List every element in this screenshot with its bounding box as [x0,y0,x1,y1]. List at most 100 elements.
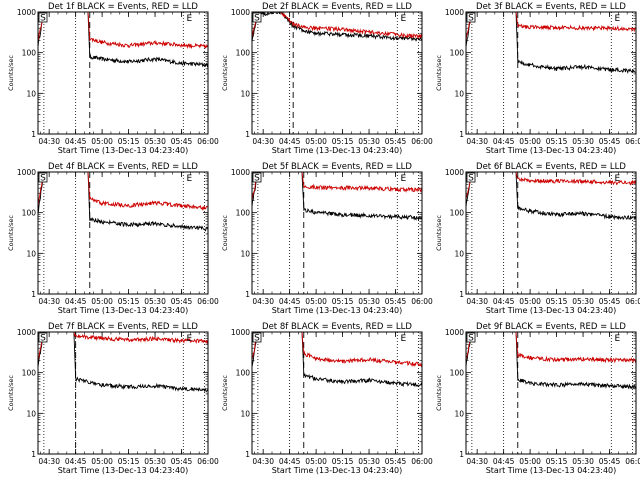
x-axis-label: Start Time (13-Dec-13 04:23:40) [58,306,189,315]
y-axis-label: Counts/sec [7,215,15,251]
x-axis-label: Start Time (13-Dec-13 04:23:40) [272,306,403,315]
y-tick-label: 1000 [17,8,36,17]
chart-title: Det 4f BLACK = Events, RED = LLD [48,162,198,172]
y-tick-label: 100 [450,369,465,378]
x-tick-label: 04:30 [466,137,488,146]
y-tick-label: 1000 [231,328,250,337]
plot-area [466,172,636,221]
y-tick-label: 100 [236,369,251,378]
plot-area [38,12,208,68]
x-tick-label: 05:15 [118,457,140,466]
series-line-lld [38,332,208,361]
start-marker-label: S [40,174,46,184]
y-tick-label: 1000 [17,328,36,337]
x-axis-label: Start Time (13-Dec-13 04:23:40) [486,146,617,155]
x-tick-label: 05:15 [546,137,568,146]
plot-frame [37,171,209,295]
x-tick-label: 05:30 [572,457,594,466]
y-tick-label: 10 [240,89,250,98]
y-tick-label: 1 [31,450,36,459]
x-tick-label: 05:30 [358,297,380,306]
y-tick-label: 1000 [231,8,250,17]
y-tick-label: 100 [22,369,37,378]
plot-frame [465,11,637,135]
x-tick-label: 05:30 [144,137,166,146]
y-axis-label: Counts/sec [7,375,15,411]
series-line-events [466,12,636,74]
y-axis-label: Counts/sec [435,55,443,91]
y-tick-label: 10 [454,249,464,258]
plot-area [252,12,422,43]
x-axis-label: Start Time (13-Dec-13 04:23:40) [486,306,617,315]
x-tick-label: 05:45 [599,137,621,146]
chart-panel-9: Det 9f BLACK = Events, RED = LLD 1 10 100 10… [435,322,640,475]
start-marker-box [252,172,262,183]
x-tick-label: 05:45 [171,457,193,466]
y-tick-label: 1 [245,130,250,139]
end-marker-label: E [614,174,620,184]
chart-title: Det 9f BLACK = Events, RED = LLD [476,322,626,332]
x-tick-label: 06:00 [197,137,219,146]
chart-panel-5: Det 5f BLACK = Events, RED = LLD 1 10 100 10… [221,162,433,315]
plot-frame [251,11,423,135]
series-line-lld [38,172,208,211]
y-tick-label: 1 [459,130,464,139]
x-tick-label: 05:45 [599,297,621,306]
x-tick-label: 04:45 [279,137,301,146]
series-line-lld [466,332,636,364]
y-tick-label: 100 [450,209,465,218]
end-marker-label: E [186,14,192,24]
series-line-lld [466,172,636,199]
x-tick-label: 06:00 [411,137,433,146]
start-marker-box [38,12,48,23]
y-axis-label: Counts/sec [221,375,229,411]
x-tick-label: 05:30 [572,137,594,146]
x-tick-label: 04:45 [493,137,515,146]
x-tick-label: 05:00 [519,137,541,146]
y-tick-label: 1000 [445,8,464,17]
x-axis-label: Start Time (13-Dec-13 04:23:40) [272,146,403,155]
end-marker-label: E [400,174,406,184]
plot-area [466,12,636,74]
end-marker-label: E [614,334,620,344]
x-tick-label: 04:45 [493,297,515,306]
chart-panel-2: Det 2f BLACK = Events, RED = LLD 1 10 100 10… [221,2,433,155]
x-tick-label: 05:00 [519,457,541,466]
start-marker-label: S [40,334,46,344]
start-marker-label: S [254,334,260,344]
x-tick-label: 06:00 [625,137,640,146]
y-tick-label: 10 [240,249,250,258]
series-line-events [38,12,208,68]
x-tick-label: 04:45 [279,297,301,306]
y-tick-label: 1 [31,290,36,299]
y-axis-label: Counts/sec [435,215,443,251]
start-marker-box [466,12,476,23]
x-tick-label: 05:45 [171,297,193,306]
end-marker-label: E [400,334,406,344]
x-tick-label: 05:00 [305,457,327,466]
x-tick-label: 04:30 [252,297,274,306]
x-tick-label: 06:00 [411,457,433,466]
x-tick-label: 04:45 [65,137,87,146]
chart-title: Det 2f BLACK = Events, RED = LLD [262,2,412,12]
series-line-events [466,172,636,221]
plot-area [38,332,208,393]
series-line-events [252,172,422,222]
y-tick-label: 100 [450,49,465,58]
x-tick-label: 04:45 [279,457,301,466]
x-tick-label: 04:30 [252,137,274,146]
series-line-lld [38,12,208,50]
plot-area [466,332,636,390]
chart-panel-8: Det 8f BLACK = Events, RED = LLD 1 10 100 10… [221,322,433,475]
x-tick-label: 05:15 [118,297,140,306]
chart-title: Det 6f BLACK = Events, RED = LLD [476,162,626,172]
x-tick-label: 05:30 [144,297,166,306]
x-tick-label: 04:45 [65,297,87,306]
start-marker-box [466,332,476,343]
plot-frame [251,331,423,455]
x-tick-label: 04:30 [38,457,60,466]
start-marker-label: S [40,14,46,24]
plot-frame [465,331,637,455]
x-tick-label: 05:00 [91,457,113,466]
y-axis-label: Counts/sec [435,375,443,411]
